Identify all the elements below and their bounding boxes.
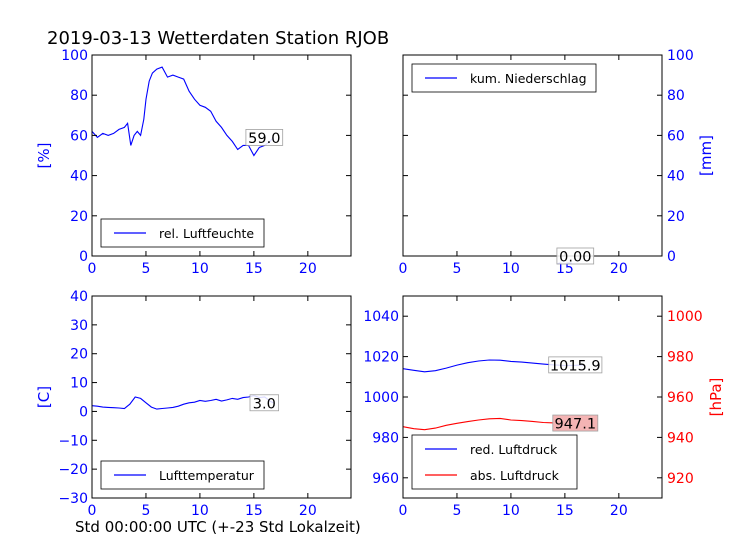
y-tick-label: 100 xyxy=(667,48,694,64)
y-tick-label: 1000 xyxy=(363,390,399,406)
annotation-text: 59.0 xyxy=(248,131,280,147)
y-right-tick-label: 980 xyxy=(667,350,694,366)
legend: rel. Luftfeuchte xyxy=(100,218,265,248)
y-tick-label: 0 xyxy=(79,249,88,265)
x-tick-label: 15 xyxy=(245,261,263,277)
figure-title: 2019-03-13 Wetterdaten Station RJOB xyxy=(47,28,389,49)
x-tick-label: 5 xyxy=(452,503,461,519)
annotation-box xyxy=(556,247,595,265)
series-line-lufttemperatur xyxy=(91,395,274,410)
x-tick-label: 5 xyxy=(141,503,150,519)
legend-box xyxy=(411,434,578,490)
legend-label: Lufttemperatur xyxy=(159,468,255,483)
x-tick-label: 20 xyxy=(299,503,317,519)
y-tick-label: 0 xyxy=(667,249,676,265)
y-tick-label: 20 xyxy=(667,209,685,225)
x-tick-label: 0 xyxy=(88,503,97,519)
y-tick-label: 30 xyxy=(70,318,88,334)
annotation-box xyxy=(552,414,599,432)
y-tick-label: 960 xyxy=(372,471,399,487)
y-axis-label: [C] xyxy=(35,386,53,408)
x-tick-label: 0 xyxy=(399,261,408,277)
legend-label: abs. Luftdruck xyxy=(470,468,560,483)
y-right-tick-label: 1000 xyxy=(667,309,703,325)
x-tick-label: 5 xyxy=(141,261,150,277)
y-tick-label: −30 xyxy=(58,491,88,507)
x-tick-label: 0 xyxy=(88,261,97,277)
annotation-box xyxy=(245,129,284,146)
y-tick-label: 20 xyxy=(70,209,88,225)
x-tick-label: 10 xyxy=(191,503,209,519)
annotation-box xyxy=(249,394,280,412)
y-tick-label: 40 xyxy=(70,289,88,305)
y-tick-label: 1020 xyxy=(363,350,399,366)
x-tick-label: 20 xyxy=(610,261,628,277)
x-tick-label: 20 xyxy=(610,503,628,519)
y-tick-label: 1040 xyxy=(363,309,399,325)
value-annotation: 1015.9 xyxy=(548,356,603,374)
y-tick-label: 0 xyxy=(79,404,88,420)
y-tick-label: −10 xyxy=(58,433,88,449)
annotation-text: 3.0 xyxy=(253,396,276,412)
plot-frame xyxy=(91,54,352,257)
plot-frame xyxy=(402,54,663,257)
legend: Lufttemperatur xyxy=(100,460,265,490)
x-tick-label: 15 xyxy=(245,503,263,519)
subplot-bottom-left: 0 5 10 15 20 −30 −20 −10 0 10 20 30 40 [C] Lufttempera… xyxy=(35,289,352,519)
legend-label: red. Luftdruck xyxy=(470,442,558,457)
x-axis-label: Std 00:00:00 UTC (+-23 Std Lokalzeit) xyxy=(75,518,361,536)
subplot-bottom-right: 0 5 10 15 20 960 980 1000 1020 1040 920 940 960 980 10… xyxy=(363,295,725,519)
legend: red. Luftdruck abs. Luftdruck xyxy=(411,434,578,490)
y-axis-label: [%] xyxy=(35,143,53,169)
y-tick-label: 80 xyxy=(667,88,685,104)
y-right-tick-label: 920 xyxy=(667,471,694,487)
y-tick-label: 40 xyxy=(667,169,685,185)
x-tick-label: 10 xyxy=(502,503,520,519)
x-tick-label: 5 xyxy=(452,261,461,277)
value-annotation: 0.00 xyxy=(556,247,595,266)
x-tick-label: 10 xyxy=(191,261,209,277)
y-tick-label: 10 xyxy=(70,376,88,392)
y-right-axis-label: [hPa] xyxy=(707,378,725,417)
x-tick-label: 0 xyxy=(399,503,408,519)
annotation-box xyxy=(548,356,603,374)
value-annotation: 947.1 xyxy=(552,414,599,433)
legend-label: rel. Luftfeuchte xyxy=(159,226,254,241)
y-tick-label: 40 xyxy=(70,169,88,185)
y-tick-label: 60 xyxy=(70,128,88,144)
y-tick-label: 100 xyxy=(61,48,88,64)
annotation-text: 0.00 xyxy=(559,250,591,266)
y-tick-label: 980 xyxy=(372,430,399,446)
value-annotation: 59.0 xyxy=(245,129,284,147)
x-tick-label: 20 xyxy=(299,261,317,277)
value-annotation: 3.0 xyxy=(249,394,280,412)
y-right-tick-label: 940 xyxy=(667,430,694,446)
y-right-tick-label: 960 xyxy=(667,390,694,406)
y-tick-label: 80 xyxy=(70,88,88,104)
series-line-rel-luftfeuchte xyxy=(91,66,274,157)
legend-label: kum. Niederschlag xyxy=(470,71,587,86)
x-tick-label: 10 xyxy=(502,261,520,277)
annotation-text: 1015.9 xyxy=(550,358,601,374)
subplot-top-left: 0 5 10 15 20 0 20 40 60 80 100 [%] rel. Luftfeuchte 5… xyxy=(35,48,352,277)
y-tick-label: 60 xyxy=(667,128,685,144)
x-tick-label: 15 xyxy=(556,503,574,519)
y-axis-label: [mm] xyxy=(697,135,715,176)
x-tick-label: 15 xyxy=(556,261,574,277)
annotation-text: 947.1 xyxy=(555,417,597,433)
y-tick-label: −20 xyxy=(58,462,88,478)
plot-frame xyxy=(91,295,352,499)
legend: kum. Niederschlag xyxy=(411,63,597,93)
subplot-top-right: 0 5 10 15 20 0 20 40 60 80 100 [mm] kum. Niederschla… xyxy=(399,48,715,277)
y-tick-label: 20 xyxy=(70,347,88,363)
